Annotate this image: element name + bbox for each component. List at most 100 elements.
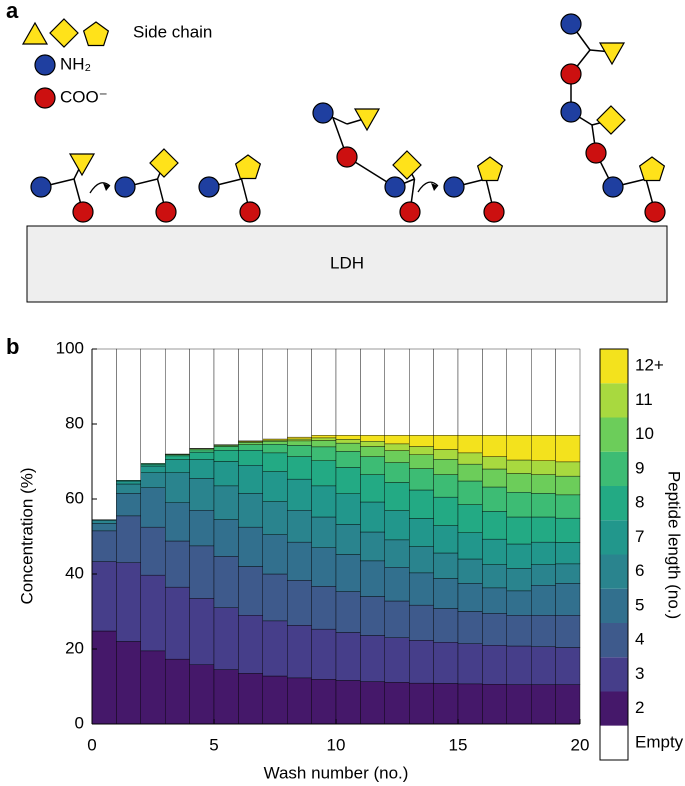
bar-segment [189, 449, 215, 453]
x-tick-label: 10 [327, 735, 346, 754]
bar-segment [287, 456, 312, 480]
bar-segment [335, 451, 361, 468]
colorbar-cell [600, 657, 628, 692]
bar-segment [506, 459, 532, 474]
bar-segment [262, 471, 288, 502]
bar-segment [213, 556, 239, 608]
bar-segment [531, 516, 556, 543]
legend-label: COO⁻ [60, 87, 108, 106]
bar-segment [384, 567, 410, 602]
amine [602, 176, 624, 198]
bar-segment [531, 585, 556, 616]
bar-segment [506, 516, 532, 545]
bar-segment [311, 460, 337, 487]
bar-segment [384, 443, 410, 451]
bar-segment [360, 456, 385, 475]
bar-segment [409, 546, 434, 574]
colorbar-cell [600, 451, 628, 486]
side-chain [596, 105, 626, 135]
colorbar-label: 10 [635, 424, 654, 443]
bar-segment [91, 520, 117, 524]
bar-segment [409, 468, 434, 491]
bar-segment [238, 673, 263, 725]
bar-segment [555, 583, 581, 616]
bar-segment [555, 615, 581, 648]
side-chain [476, 156, 504, 182]
bar-segment [531, 493, 556, 518]
bar-segment [506, 348, 532, 436]
colorbar-label: Peptide length (no.) [665, 471, 684, 619]
carboxyl [560, 63, 582, 85]
colorbar-cell [600, 349, 628, 384]
bar-segment [213, 450, 239, 462]
bar-segment [238, 444, 263, 451]
bar-segment [457, 683, 483, 725]
side-chain [234, 154, 262, 180]
bar-segment [335, 467, 361, 494]
bar-segment [164, 459, 190, 473]
amine [114, 176, 136, 198]
bar-segment [457, 583, 483, 612]
bar-segment [213, 607, 239, 670]
y-tick-label: 100 [56, 338, 84, 357]
amine [560, 101, 582, 123]
colorbar-cell [600, 623, 628, 658]
bar-segment [140, 348, 166, 464]
bar-segment [140, 463, 166, 467]
bar-segment [287, 348, 312, 438]
bar-segment [238, 450, 263, 466]
bar-segment [482, 348, 507, 436]
bar-segment [262, 501, 288, 535]
bar-segment [555, 517, 581, 543]
bar-segment [238, 465, 263, 494]
arrow [417, 181, 439, 193]
bar-segment [311, 440, 337, 448]
x-tick-label: 5 [209, 735, 218, 754]
bar-segment [91, 530, 117, 562]
colorbar-label: 12+ [635, 356, 664, 375]
bar-segment [335, 493, 361, 525]
bar-segment [433, 578, 459, 609]
bar-segment [287, 677, 312, 725]
bar-segment [213, 669, 239, 725]
y-tick-label: 60 [65, 488, 84, 507]
bar-segment [457, 611, 483, 644]
x-tick-label: 15 [449, 735, 468, 754]
bar-segment [433, 525, 459, 554]
bar-segment [457, 558, 483, 584]
bar-segment [164, 586, 190, 660]
bar-segment [116, 483, 142, 494]
bar-segment [116, 641, 142, 725]
bar-segment [311, 348, 337, 436]
bar-segment [116, 480, 142, 485]
bar-segment [140, 465, 166, 473]
bar-segment [384, 348, 410, 436]
bar-segment [189, 459, 215, 479]
carboxyl [483, 201, 505, 223]
bar-segment [311, 679, 337, 725]
bar-segment [482, 538, 507, 565]
carboxyl [336, 146, 358, 168]
bar-segment [506, 615, 532, 647]
bar-segment [482, 645, 507, 685]
bar-segment [433, 474, 459, 498]
carboxyl [72, 201, 94, 223]
bar-segment [213, 446, 239, 451]
bar-segment [140, 472, 166, 488]
bar-segment [335, 591, 361, 633]
colorbar-label: Empty [635, 732, 684, 751]
carboxyl [585, 142, 607, 164]
y-tick-label: 0 [75, 713, 84, 732]
bar-segment [457, 643, 483, 685]
colorbar-cell [600, 725, 628, 760]
bar-segment [360, 635, 385, 682]
bar-segment [482, 435, 507, 457]
y-tick-label: 40 [65, 563, 84, 582]
legend-label: NH₂ [60, 54, 91, 73]
bar-segment [262, 620, 288, 677]
bar-segment [287, 440, 312, 446]
bar-segment [409, 348, 434, 436]
arrow [89, 182, 111, 194]
bar-segment [287, 541, 312, 581]
x-tick-label: 20 [571, 735, 590, 754]
